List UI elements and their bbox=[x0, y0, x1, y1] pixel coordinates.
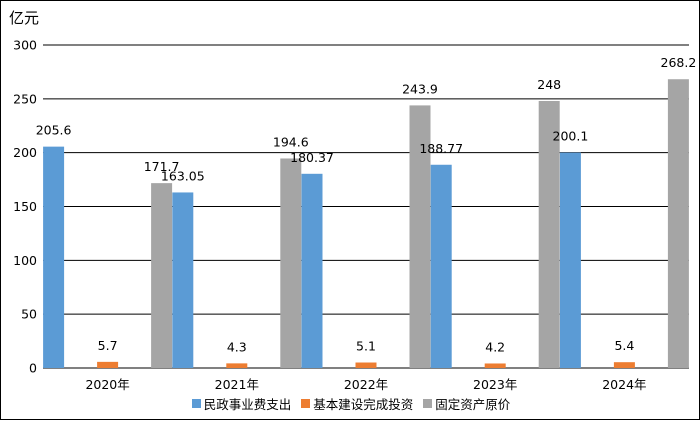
bar-3-3 bbox=[409, 105, 431, 368]
legend-swatch bbox=[191, 398, 201, 408]
bar-1-3 bbox=[301, 173, 323, 368]
gridlines bbox=[43, 44, 689, 369]
bar-3-1 bbox=[151, 183, 173, 368]
y-tick-label: 200 bbox=[13, 145, 37, 160]
data-label: 163.05 bbox=[161, 168, 205, 183]
bar-2-4 bbox=[484, 363, 506, 368]
legend-item: 固定资产原价 bbox=[423, 394, 510, 413]
x-tick-label: 2022年 bbox=[344, 377, 388, 392]
bar-2-3 bbox=[355, 362, 377, 368]
legend-label: 基本建设完成投资 bbox=[313, 396, 414, 412]
y-axis-ticks: 0 50 100 150 200 250 300 bbox=[13, 38, 37, 376]
bar-2-2 bbox=[226, 363, 248, 368]
bar-3-5 bbox=[667, 79, 689, 368]
bar-1-5 bbox=[559, 152, 581, 368]
bar-3-4 bbox=[538, 100, 560, 368]
legend-item: 基本建设完成投资 bbox=[301, 394, 413, 413]
bar-1-1 bbox=[43, 146, 65, 368]
legend-swatch bbox=[423, 398, 433, 408]
x-tick-label: 2023年 bbox=[473, 377, 517, 392]
bar-2-1 bbox=[97, 361, 119, 368]
data-label: 248 bbox=[537, 77, 561, 92]
legend-label: 固定资产原价 bbox=[435, 396, 511, 412]
data-label: 188.77 bbox=[419, 141, 463, 156]
x-tick-label: 2020年 bbox=[85, 377, 129, 392]
x-tick-label: 2021年 bbox=[215, 377, 259, 392]
legend-swatch bbox=[301, 398, 311, 408]
bars bbox=[43, 79, 689, 368]
y-tick-label: 150 bbox=[13, 199, 37, 214]
bar-2-5 bbox=[613, 362, 635, 368]
legend-label: 民政事业费支出 bbox=[203, 396, 292, 412]
data-label: 4.2 bbox=[485, 339, 505, 354]
bar-1-2 bbox=[172, 192, 194, 368]
data-labels: 205.6 163.05 180.37 188.77 200.1 5.7 4.3 5.1 4.2… bbox=[36, 55, 697, 354]
x-axis-ticks: 2020年 2021年 2022年 2023年 2024年 bbox=[85, 377, 646, 392]
data-label: 194.6 bbox=[273, 134, 309, 149]
y-tick-label: 300 bbox=[13, 38, 37, 53]
legend-item: 民政事业费支出 bbox=[191, 394, 292, 413]
y-tick-label: 50 bbox=[21, 307, 37, 322]
x-tick-label: 2024年 bbox=[602, 377, 646, 392]
y-tick-label: 100 bbox=[13, 253, 37, 268]
data-label: 4.3 bbox=[227, 339, 247, 354]
bar-1-4 bbox=[430, 164, 452, 368]
data-label: 171.7 bbox=[144, 159, 180, 174]
data-label: 205.6 bbox=[36, 123, 72, 138]
data-label: 243.9 bbox=[402, 81, 438, 96]
y-axis-unit-label: 亿元 bbox=[9, 9, 39, 27]
y-tick-label: 250 bbox=[13, 91, 37, 106]
data-label: 268.2 bbox=[661, 55, 697, 70]
legend: 民政事业费支出 基本建设完成投资 固定资产原价 bbox=[1, 394, 700, 412]
y-tick-label: 0 bbox=[29, 361, 37, 376]
data-label: 5.1 bbox=[356, 339, 376, 354]
data-label: 5.4 bbox=[614, 338, 634, 353]
bar-3-2 bbox=[280, 158, 302, 368]
data-label: 180.37 bbox=[290, 150, 334, 165]
data-label: 200.1 bbox=[553, 129, 589, 144]
data-label: 5.7 bbox=[98, 338, 118, 353]
